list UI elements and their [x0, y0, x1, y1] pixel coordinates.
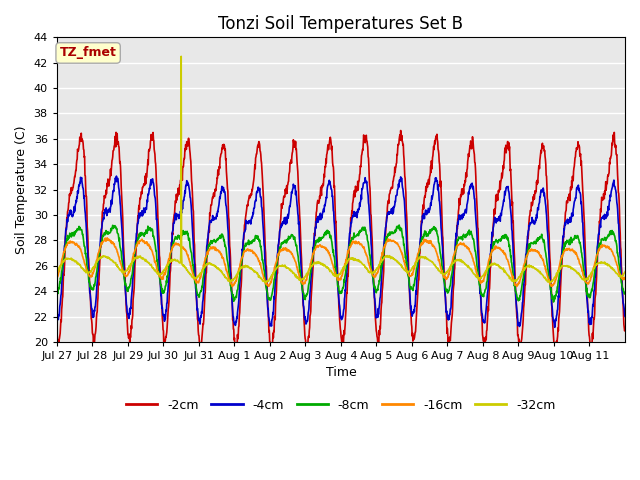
-16cm [614, 267, 622, 273]
-32cm [316, 259, 323, 265]
-8cm [53, 289, 61, 295]
-8cm [316, 235, 323, 240]
-4cm [551, 324, 559, 330]
-16cm [559, 252, 566, 257]
-2cm [326, 134, 334, 140]
Y-axis label: Soil Temperature (C): Soil Temperature (C) [15, 125, 28, 254]
-32cm [559, 264, 566, 269]
-2cm [142, 181, 150, 187]
-2cm [614, 190, 622, 195]
-4cm [142, 205, 150, 211]
-8cm [621, 290, 629, 296]
-32cm [326, 267, 334, 273]
-16cm [316, 242, 324, 248]
-4cm [621, 313, 629, 319]
X-axis label: Time: Time [326, 367, 356, 380]
-4cm [614, 220, 622, 226]
-4cm [316, 212, 323, 218]
-4cm [476, 272, 483, 278]
Line: -4cm: -4cm [57, 176, 625, 327]
Line: -32cm: -32cm [57, 56, 625, 283]
-16cm [142, 240, 150, 246]
-16cm [621, 276, 629, 281]
-2cm [397, 128, 404, 133]
-16cm [53, 276, 61, 281]
-8cm [550, 299, 557, 305]
-32cm [614, 272, 622, 278]
-2cm [316, 193, 323, 199]
-16cm [476, 276, 483, 281]
-16cm [228, 284, 236, 289]
-8cm [326, 235, 334, 240]
-8cm [142, 229, 150, 235]
Line: -16cm: -16cm [57, 238, 625, 287]
-32cm [177, 53, 185, 59]
-16cm [327, 255, 335, 261]
-2cm [476, 269, 483, 275]
Text: TZ_fmet: TZ_fmet [60, 47, 116, 60]
-2cm [621, 326, 629, 332]
-4cm [113, 173, 120, 179]
-32cm [547, 280, 554, 286]
-8cm [614, 253, 622, 259]
-2cm [53, 327, 61, 333]
-16cm [103, 235, 111, 240]
-8cm [559, 248, 566, 253]
-4cm [53, 311, 61, 316]
-2cm [268, 351, 276, 357]
-32cm [621, 269, 629, 275]
-2cm [559, 241, 566, 247]
-32cm [53, 269, 61, 275]
-4cm [326, 182, 334, 188]
Legend: -2cm, -4cm, -8cm, -16cm, -32cm: -2cm, -4cm, -8cm, -16cm, -32cm [121, 394, 561, 417]
Line: -8cm: -8cm [57, 225, 625, 302]
-8cm [476, 280, 483, 286]
Line: -2cm: -2cm [57, 131, 625, 354]
-4cm [559, 235, 566, 241]
-8cm [396, 222, 403, 228]
Title: Tonzi Soil Temperatures Set B: Tonzi Soil Temperatures Set B [218, 15, 463, 33]
-32cm [476, 276, 483, 282]
-32cm [142, 257, 150, 263]
